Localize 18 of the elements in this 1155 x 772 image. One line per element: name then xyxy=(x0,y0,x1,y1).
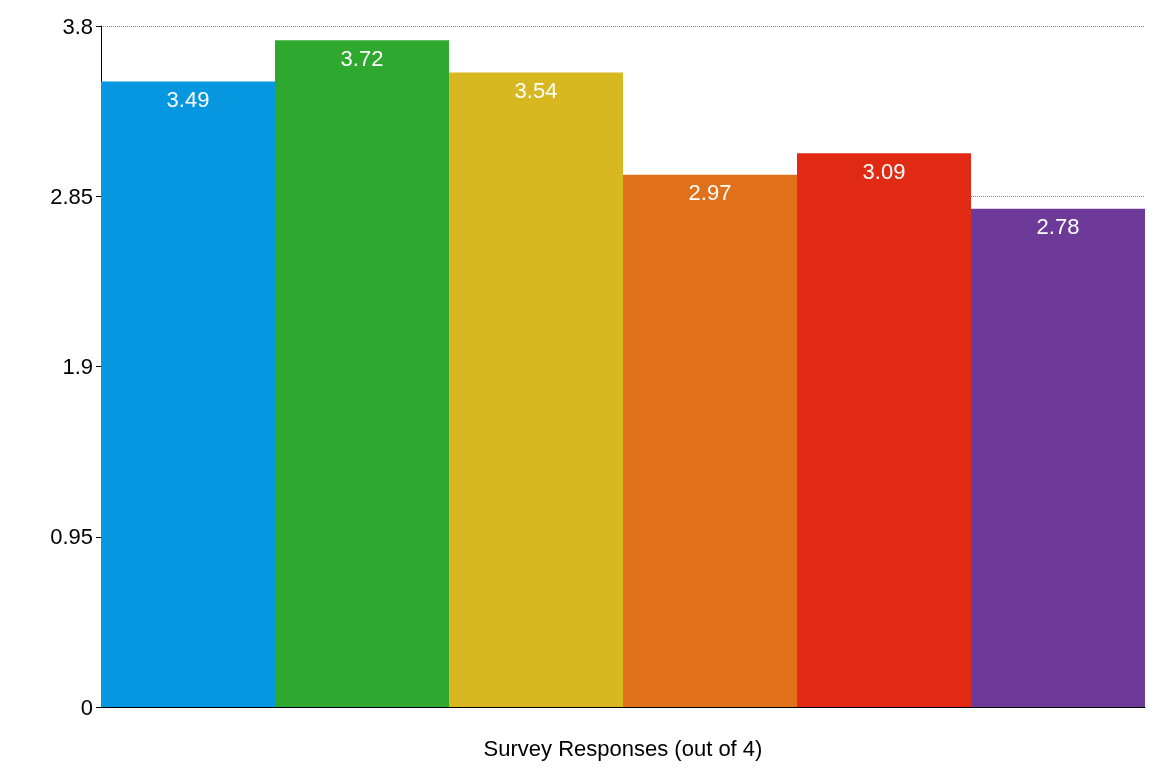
bar xyxy=(797,153,971,707)
data-label: 3.09 xyxy=(862,158,906,184)
y-tick-label: 3.8 xyxy=(62,13,93,39)
data-label: 2.78 xyxy=(1036,214,1080,240)
data-label: 3.54 xyxy=(514,78,558,104)
data-label: 3.49 xyxy=(166,87,210,113)
y-tick-label: 2.85 xyxy=(50,183,93,209)
y-tick-label: 0.95 xyxy=(50,524,93,550)
bar xyxy=(449,72,623,707)
y-tick-label: 0 xyxy=(80,694,93,720)
y-tick-label: 1.9 xyxy=(62,354,93,379)
bar xyxy=(623,174,797,707)
data-label: 2.97 xyxy=(688,180,732,206)
bar xyxy=(101,81,275,707)
x-axis-title: Survey Responses (out of 4) xyxy=(483,735,763,761)
data-label: 3.72 xyxy=(340,45,384,71)
bar xyxy=(971,208,1145,707)
bar xyxy=(275,40,449,707)
